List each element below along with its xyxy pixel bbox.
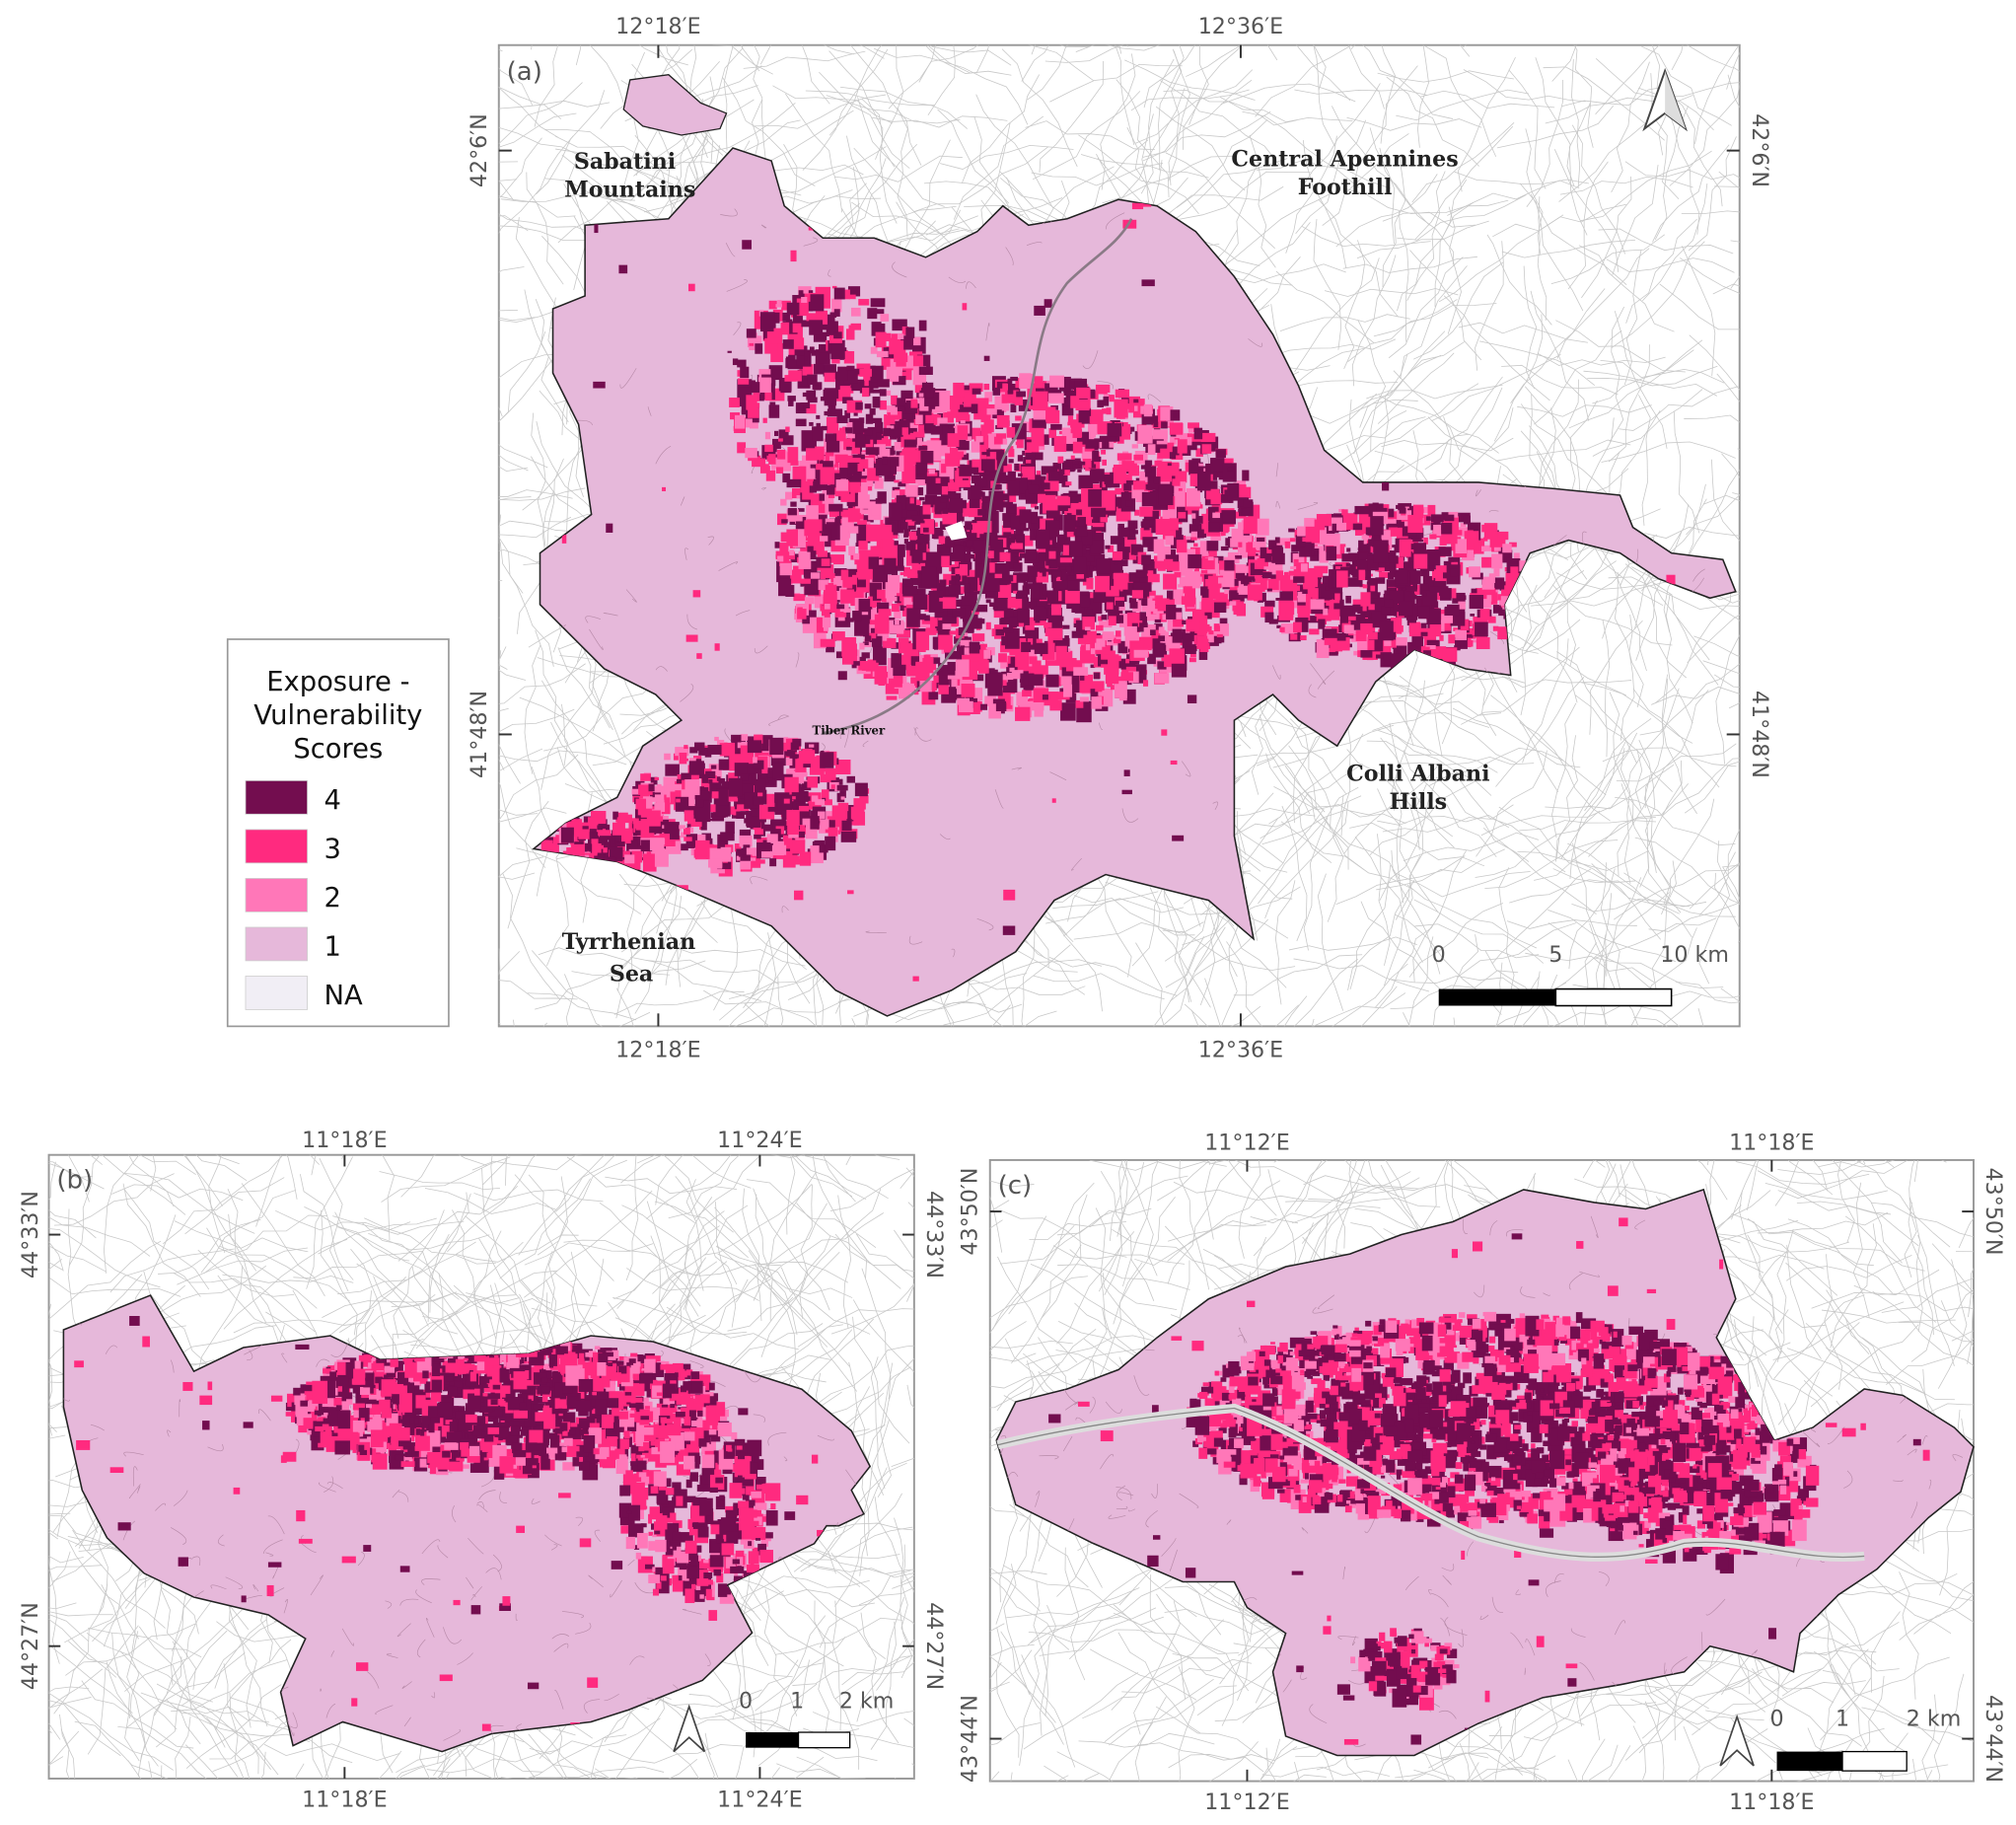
lon-tick: 11°24′E xyxy=(717,1788,802,1813)
lat-tick: 44°27′N xyxy=(921,1602,947,1690)
lat-tick-labels: 42°6′N 41°48′N 42°6′N 41°48′N xyxy=(467,113,1772,778)
north-arrow-icon xyxy=(673,1704,706,1753)
lon-tick: 11°24′E xyxy=(717,1128,802,1153)
legend-swatch xyxy=(245,976,308,1010)
place-albani: Hills xyxy=(1390,789,1448,815)
legend-label: 4 xyxy=(324,785,341,816)
scale-label: 10 km xyxy=(1660,942,1729,968)
scale-label: 2 km xyxy=(1907,1707,1962,1732)
lat-tick: 41°48′N xyxy=(467,691,492,778)
legend-title: Exposure - xyxy=(266,667,409,697)
lat-tick: 43°44′N xyxy=(958,1695,983,1783)
legend-item: 3 xyxy=(245,829,341,865)
panel-a: (a) 12°18′E 12°36′E 12°18′E 12°36′E 42°6… xyxy=(467,14,1772,1063)
lat-tick: 43°50′N xyxy=(958,1168,983,1256)
place-apennines: Foothill xyxy=(1298,175,1393,200)
place-river: Tiber River xyxy=(812,723,886,737)
lon-tick: 12°36′E xyxy=(1198,1038,1284,1063)
panel-label: (c) xyxy=(998,1171,1033,1201)
lon-tick: 12°18′E xyxy=(615,14,701,39)
rome-municipality xyxy=(532,74,1737,1017)
legend-label: 2 xyxy=(324,883,341,913)
legend-label: 3 xyxy=(324,835,341,865)
place-sabatini: Mountains xyxy=(564,178,695,203)
legend-label: 1 xyxy=(324,932,341,963)
north-arrow-icon xyxy=(1642,67,1688,132)
lon-tick: 11°18′E xyxy=(1729,1131,1815,1156)
place-sea: Sea xyxy=(610,962,653,987)
legend-item: 1 xyxy=(245,926,341,963)
panel-b: (b) 11°18′E 11°24′E 11°18′E 11°24′E 44°3… xyxy=(18,1128,947,1813)
legend-item: 4 xyxy=(245,779,341,816)
tick-marks xyxy=(498,44,1740,1027)
scale-bar: 0 1 2 km xyxy=(1769,1707,1961,1772)
lat-tick: 41°48′N xyxy=(1747,691,1772,778)
lat-tick: 42°6′N xyxy=(1747,113,1772,187)
scale-bar: 0 1 2 km xyxy=(739,1688,895,1749)
bologna-municipality xyxy=(62,1294,872,1753)
lat-tick: 42°6′N xyxy=(467,113,492,187)
legend-swatch xyxy=(245,829,308,864)
vatican xyxy=(945,521,968,541)
place-sabatini: Sabatini xyxy=(574,149,676,175)
lon-tick: 12°36′E xyxy=(1198,14,1284,39)
scale-label: 0 xyxy=(739,1688,753,1714)
scale-bar: 0 5 10 km xyxy=(1432,942,1729,1007)
legend-swatch xyxy=(245,878,308,912)
lon-tick: 12°18′E xyxy=(615,1038,701,1063)
legend: Exposure - Vulnerability Scores 4 3 2 1 NA xyxy=(226,638,450,1028)
scale-label: 0 xyxy=(1432,942,1446,968)
scale-label: 1 xyxy=(1836,1707,1849,1732)
legend-item: 2 xyxy=(245,878,341,913)
scale-label: 0 xyxy=(1769,1707,1783,1732)
scale-label: 1 xyxy=(790,1688,804,1714)
legend-swatch xyxy=(245,779,308,815)
lon-tick: 11°12′E xyxy=(1204,1789,1290,1815)
lon-tick-labels: 12°18′E 12°36′E 12°18′E 12°36′E xyxy=(615,14,1283,1063)
panel-label: (b) xyxy=(56,1166,93,1196)
lat-tick: 43°44′N xyxy=(1980,1695,2006,1783)
scale-label: 5 xyxy=(1548,942,1562,968)
lon-tick: 11°18′E xyxy=(302,1788,387,1813)
lon-tick: 11°18′E xyxy=(302,1128,387,1153)
lon-tick: 11°12′E xyxy=(1204,1131,1290,1156)
place-apennines: Central Apennines xyxy=(1231,146,1458,172)
lat-tick: 44°27′N xyxy=(18,1602,43,1690)
legend-swatch xyxy=(245,926,308,962)
panel-label: (a) xyxy=(507,57,542,87)
legend-item: NA xyxy=(245,976,363,1011)
legend-title: Scores xyxy=(293,734,383,765)
place-albani: Colli Albani xyxy=(1346,761,1489,786)
lat-tick: 44°33′N xyxy=(18,1191,43,1278)
legend-label: NA xyxy=(324,981,363,1011)
place-labels: Sabatini Mountains Central Apennines Foo… xyxy=(562,146,1490,986)
panel-c: (c) 11°12′E 11°18′E 11°12′E 11°18′E 43°5… xyxy=(958,1131,2006,1816)
florence-municipality xyxy=(995,1188,1975,1757)
lon-tick: 11°18′E xyxy=(1729,1789,1815,1815)
scale-label: 2 km xyxy=(839,1688,895,1714)
lat-tick: 44°33′N xyxy=(921,1191,947,1278)
lat-tick: 43°50′N xyxy=(1980,1168,2006,1256)
north-arrow-icon xyxy=(1719,1714,1755,1767)
legend-title: Vulnerability xyxy=(253,700,422,731)
place-sea: Tyrrhenian xyxy=(562,929,695,955)
